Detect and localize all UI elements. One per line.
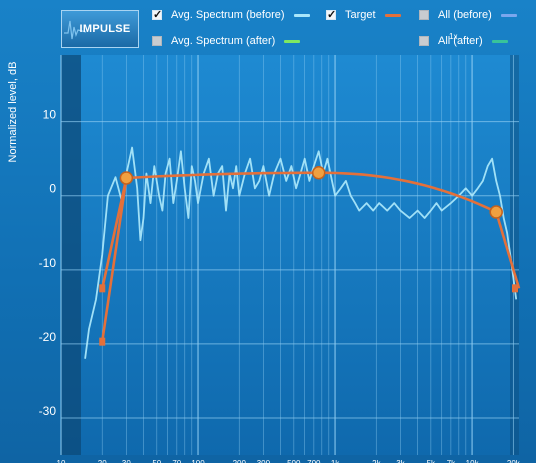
- x-tick-label: 5k: [427, 459, 436, 463]
- all-after-swatch: [491, 39, 508, 43]
- x-tick-label: 3k: [396, 459, 405, 463]
- legend-avg-before[interactable]: Avg. Spectrum (before): [152, 8, 310, 21]
- x-tick-label: 500: [287, 459, 301, 463]
- x-tick-label: 2k: [372, 459, 381, 463]
- impulse-label: IMPULSE: [79, 23, 131, 35]
- impulse-button[interactable]: IMPULSE: [61, 10, 139, 48]
- avg-before-label: Avg. Spectrum (before): [171, 9, 285, 21]
- y-tick-label: -20: [39, 330, 57, 344]
- target-handle[interactable]: [119, 171, 134, 185]
- high-cut-region: [510, 55, 519, 455]
- x-tick-label: 300: [257, 459, 271, 463]
- series-target-secondary: [100, 177, 128, 342]
- x-tick-label: 1k: [331, 459, 340, 463]
- all-after-checkbox[interactable]: [419, 36, 429, 46]
- x-tick-label: 30: [122, 459, 131, 463]
- legend-all-before[interactable]: All (before): [419, 9, 517, 21]
- low-cut-region: [61, 55, 81, 455]
- target-handle[interactable]: [311, 166, 326, 180]
- avg-before-swatch: [293, 13, 310, 17]
- target-checkbox[interactable]: [326, 8, 336, 21]
- legend-all-after[interactable]: All (after): [419, 35, 508, 47]
- y-tick-label: 0: [49, 182, 56, 196]
- legend-target[interactable]: Target: [326, 8, 401, 21]
- avg-after-checkbox[interactable]: [152, 36, 162, 46]
- x-tick-label: 200: [233, 459, 247, 463]
- avg-after-swatch: [284, 39, 301, 43]
- impulse-waveform-icon: [64, 20, 86, 40]
- target-handle[interactable]: [489, 205, 503, 219]
- y-tick-label: 10: [43, 108, 57, 122]
- x-tick-label: 10k: [466, 459, 480, 463]
- target-label: Target: [345, 9, 376, 21]
- x-tick-label: 10: [57, 459, 66, 463]
- x-tick-label: 700: [307, 459, 321, 463]
- y-tick-label: -10: [39, 256, 57, 270]
- all-before-label: All (before): [438, 9, 492, 21]
- x-tick-label: 70: [172, 459, 181, 463]
- all-after-label: All (after): [438, 35, 483, 47]
- x-tick-label: 20: [98, 459, 107, 463]
- smoothing-indicator: 1x: [449, 32, 458, 41]
- avg-after-label: Avg. Spectrum (after): [171, 35, 276, 47]
- y-tick-label: -30: [39, 404, 57, 418]
- target-handle[interactable]: [512, 284, 518, 293]
- target-swatch: [384, 13, 401, 17]
- x-tick-label: 20k: [507, 459, 521, 463]
- avg-before-checkbox[interactable]: [152, 8, 162, 21]
- series-avg-spectrum-before: [84, 146, 518, 359]
- x-tick-label: 7k: [447, 459, 456, 463]
- target-handle[interactable]: [99, 337, 106, 346]
- x-tick-label: 50: [152, 459, 161, 463]
- legend-bar: IMPULSE Avg. Spectrum (before) Target Al…: [0, 0, 536, 54]
- x-tick-label: 100: [191, 459, 205, 463]
- all-before-swatch: [500, 13, 517, 17]
- plot-area: [61, 55, 519, 455]
- target-handle[interactable]: [99, 284, 106, 293]
- legend-avg-after[interactable]: Avg. Spectrum (after): [152, 35, 301, 47]
- all-before-checkbox[interactable]: [419, 10, 429, 20]
